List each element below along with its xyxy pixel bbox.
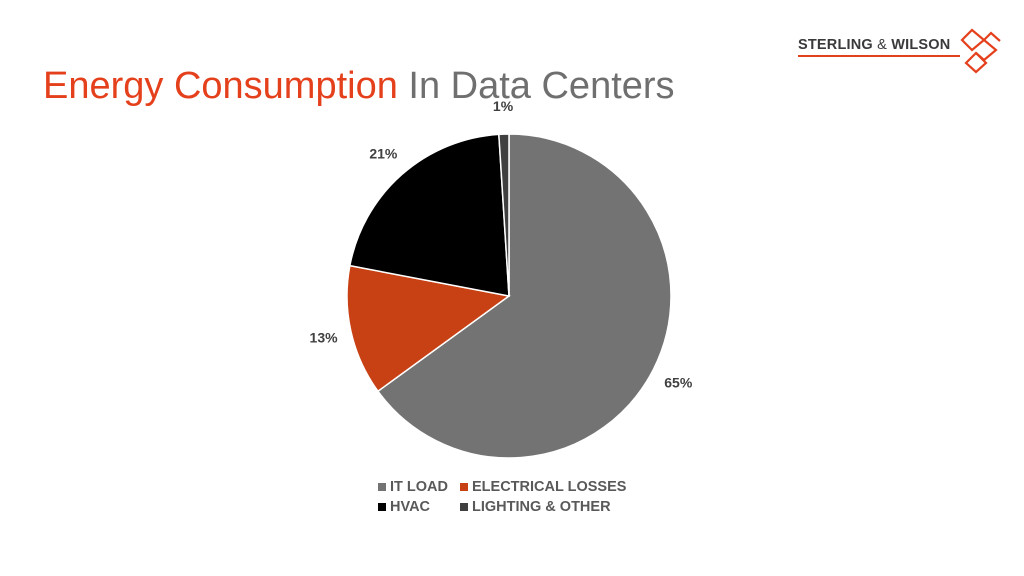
slide-title: Energy Consumption In Data Centers [43,62,675,110]
legend-swatch-it-load [378,483,386,491]
data-label-lighting-other: 1% [493,98,514,114]
slide-title-accent: Energy Consumption [43,65,398,107]
legend-label-electrical-losses: ELECTRICAL LOSSES [472,479,627,495]
logo-wordmark: STERLING & WILSON [798,37,950,53]
legend-item-electrical-losses: ELECTRICAL LOSSES [460,479,626,495]
logo-underline [798,55,960,57]
logo-ampersand: & [877,37,888,53]
pie-slice-lighting-other [498,133,510,297]
legend-item-it-load: IT LOAD [378,479,460,495]
company-logo: STERLING & WILSON [798,26,1008,76]
chart-legend: IT LOAD ELECTRICAL LOSSES HVAC LIGHTING … [378,479,626,515]
pie-slice-hvac [348,133,510,297]
logo-diamond-icon [960,28,1001,74]
legend-label-it-load: IT LOAD [390,479,448,495]
pie-slice-electrical-losses [346,264,511,393]
legend-swatch-hvac [378,503,386,511]
legend-label-hvac: HVAC [390,499,431,515]
legend-item-hvac: HVAC [378,499,460,515]
data-label-electrical-losses: 13% [310,329,339,345]
logo-word-1: STERLING [798,37,873,53]
logo-word-2: WILSON [891,37,951,53]
data-label-it-load: 65% [664,374,693,390]
legend-swatch-lighting-other [460,503,468,511]
slide-title-rest: In Data Centers [397,65,675,107]
legend-swatch-electrical-losses [460,483,468,491]
legend-label-lighting-other: LIGHTING & OTHER [472,499,611,515]
legend-item-lighting-other: LIGHTING & OTHER [460,499,626,515]
data-label-hvac: 21% [369,145,398,161]
pie-slice-it-load [376,133,672,459]
